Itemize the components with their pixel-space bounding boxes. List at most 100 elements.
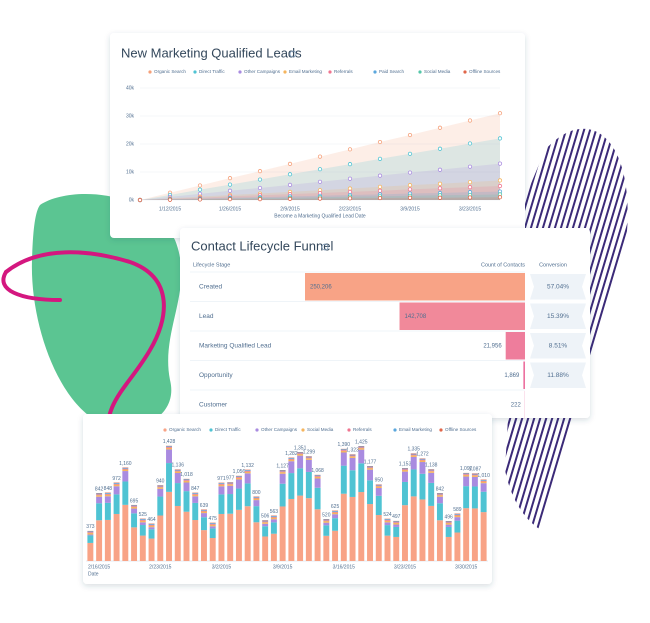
point — [227, 188, 233, 193]
bar-segment — [410, 455, 417, 457]
total-label: 639 — [200, 503, 209, 509]
total-label: 1,018 — [180, 472, 193, 478]
point — [287, 172, 293, 177]
point — [437, 146, 443, 151]
bar-segment — [419, 473, 426, 500]
point — [137, 197, 143, 203]
total-label: 589 — [453, 507, 462, 513]
bar-segment — [454, 520, 461, 533]
bar-segment — [480, 512, 487, 561]
bar-segment — [122, 471, 129, 482]
total-label: 525 — [139, 512, 148, 518]
bar-segment — [157, 496, 164, 516]
bar-segment — [244, 470, 251, 471]
bar-segment — [96, 496, 103, 504]
bar-segment — [402, 470, 408, 472]
stage-label: Opportunity — [199, 372, 233, 379]
bar-segment — [332, 510, 339, 512]
bar-segment — [209, 523, 216, 525]
bar-segment — [270, 516, 277, 518]
value-label: 250,206 — [310, 284, 332, 290]
value-label: 21,956 — [483, 343, 502, 349]
bar-segment — [428, 505, 435, 561]
point — [437, 181, 443, 186]
bar-segment — [279, 473, 286, 484]
bar-segment — [305, 471, 312, 499]
bar-segment — [148, 525, 155, 528]
bar-segment — [393, 524, 400, 527]
bar-segment — [113, 494, 120, 514]
total-label: 524 — [383, 512, 392, 518]
y-tick-label: 20k — [126, 141, 135, 147]
bar-segment — [183, 491, 190, 512]
bar-segment — [436, 495, 443, 497]
bar-segment — [463, 476, 470, 487]
bar-segment — [174, 470, 181, 472]
bar-segment — [253, 500, 260, 507]
point — [467, 141, 473, 146]
bar-segment — [314, 476, 321, 479]
legend-label: Offline Sources — [469, 69, 501, 74]
bar-segment — [367, 468, 373, 470]
bar-segment — [148, 538, 155, 561]
point — [317, 167, 323, 172]
bar-segment — [480, 491, 487, 513]
legend-label: Paid Search — [379, 69, 404, 74]
bar-segment — [367, 467, 373, 469]
bar-segment — [218, 486, 225, 495]
bar — [523, 361, 525, 389]
bar-segment — [166, 449, 172, 464]
funnel-card: Contact Lifecycle Funnel Lifecycle Stage… — [180, 228, 590, 419]
bar-segment — [463, 474, 470, 475]
bar-segment — [104, 493, 111, 495]
bar-segment — [358, 492, 365, 561]
bar-segment — [131, 506, 138, 507]
total-label: 1,010 — [477, 473, 490, 479]
bar-segment — [340, 452, 347, 466]
bar-segment — [192, 502, 199, 521]
bar-segment — [104, 519, 111, 561]
bar-segment — [349, 496, 356, 561]
bar-segment — [174, 471, 181, 473]
bar-segment — [201, 513, 207, 518]
bar-segment — [183, 482, 190, 492]
point — [437, 186, 443, 191]
total-label: 950 — [375, 478, 384, 484]
bar-segment — [288, 459, 295, 462]
point — [257, 197, 263, 202]
bar-segment — [288, 473, 295, 499]
bar-segment — [393, 522, 400, 525]
total-label: 1,056 — [233, 469, 246, 475]
bar-segment — [463, 473, 470, 475]
bar-segment — [87, 532, 94, 535]
bar-segment — [297, 452, 304, 454]
bar-segment — [349, 454, 356, 456]
bar-segment — [227, 482, 234, 484]
bar-segment — [288, 458, 295, 460]
bar-segment — [471, 508, 478, 561]
column-header: Lifecycle Stage — [193, 262, 230, 268]
bar-segment — [209, 523, 216, 524]
legend-swatch — [148, 70, 152, 74]
legend-swatch — [193, 70, 197, 74]
card — [180, 228, 590, 418]
bar-segment — [131, 506, 138, 509]
bar-segment — [244, 483, 251, 507]
point — [227, 176, 233, 181]
point — [317, 196, 323, 201]
bar-segment — [436, 494, 443, 496]
info-icon — [321, 243, 329, 251]
bar-segment — [393, 536, 400, 561]
legend-label: Direct Traffic — [215, 427, 241, 432]
bar-segment — [270, 517, 277, 520]
point — [347, 196, 353, 201]
bar-segment — [218, 484, 225, 487]
legend-swatch — [238, 70, 242, 74]
point — [287, 182, 293, 187]
bar-segment — [253, 496, 260, 498]
bar-segment — [227, 485, 234, 495]
magenta-curve — [4, 250, 166, 442]
bar — [305, 273, 525, 301]
point — [257, 185, 263, 191]
bar-segment — [349, 455, 356, 457]
